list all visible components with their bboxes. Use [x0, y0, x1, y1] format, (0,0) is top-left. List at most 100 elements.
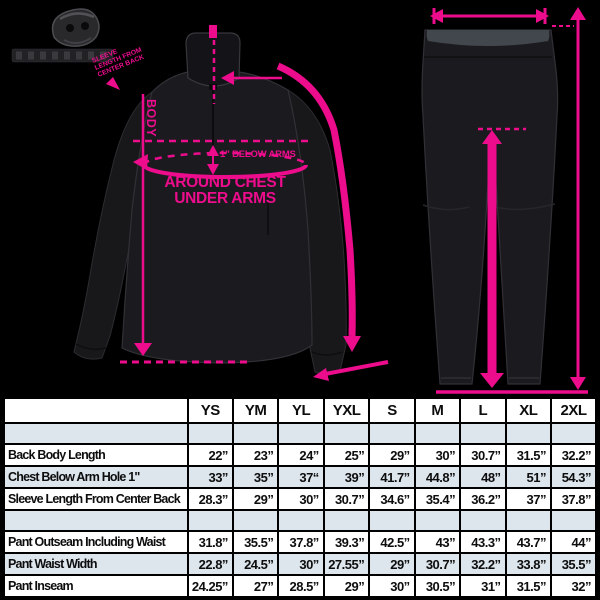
size-column-header: YL — [277, 396, 325, 424]
size-value: 35.5” — [231, 530, 280, 554]
size-value: 33” — [186, 465, 234, 489]
size-value: 32” — [550, 574, 598, 599]
size-value: 35.5” — [550, 552, 598, 576]
size-value: 35” — [231, 465, 280, 489]
outseam-arrowhead-down — [570, 377, 586, 390]
body-length-arrowhead — [134, 343, 152, 356]
size-value: 30” — [413, 443, 462, 467]
cuff-underline-arrowhead — [313, 368, 329, 381]
chest-ellipse-top-arc — [142, 151, 308, 166]
pants-annotations — [430, 7, 588, 394]
size-value: 51” — [504, 465, 553, 489]
collar-top-tick — [209, 25, 217, 38]
jacket-left-cuff — [75, 343, 107, 351]
brand-logo-icon — [51, 8, 100, 47]
table-row: Pant Waist Width 22.8” 24.5” 30” 27.55” 29” 30… — [2, 552, 598, 576]
collar-base-arrowhead — [221, 71, 234, 85]
size-value: 39” — [322, 465, 371, 489]
measurement-label: Pant Outseam Including Waist — [2, 530, 189, 554]
size-value: 43.7” — [504, 530, 553, 554]
brand-logo-wordmark — [11, 48, 114, 63]
size-value: 25” — [322, 443, 371, 467]
size-value: 22” — [186, 443, 234, 467]
spacer-cell — [550, 509, 598, 532]
size-column-header: 2XL — [550, 396, 598, 424]
size-value: 31” — [459, 574, 507, 599]
size-value: 29” — [322, 574, 371, 599]
below-arms-arrowhead-down — [207, 164, 219, 175]
spacer-cell — [322, 509, 371, 532]
spacer-row — [2, 422, 598, 445]
body-label: BODY — [144, 99, 158, 137]
measurement-diagram: SLEEVE LENGTH FROM CENTER BACK BODY 1” B… — [11, 7, 588, 394]
size-value: 22.8” — [186, 552, 234, 576]
spacer-cell — [550, 422, 598, 445]
spacer-cell — [277, 422, 325, 445]
jacket-right-cuff — [311, 351, 343, 356]
table-row: Chest Below Arm Hole 1" 33” 35” 37“ 39” 41.7”… — [2, 465, 598, 489]
pants-right-knee-seam — [494, 203, 556, 211]
size-value: 39.3” — [322, 530, 371, 554]
sleeve-stripe-arrowhead — [343, 336, 361, 352]
size-column-header: XL — [504, 396, 553, 424]
size-value: 37.8” — [550, 487, 598, 511]
table-row: Sleeve Length From Center Back 28.3” 29” 30… — [2, 487, 598, 511]
size-value: 29” — [368, 443, 416, 467]
spacer-cell — [459, 422, 507, 445]
waist-width-arrowhead-right — [536, 9, 549, 23]
measurement-label: Pant Inseam — [2, 574, 189, 599]
pants-waistband-interior — [426, 30, 550, 46]
around-chest-label-line1: AROUND CHEST — [164, 174, 286, 191]
table-row: Back Body Length 22” 23” 24” 25” 29” 30” 30.7” 3… — [2, 443, 598, 467]
jacket-image — [73, 32, 347, 375]
size-value: 23” — [231, 443, 280, 467]
spacer-cell — [2, 422, 189, 445]
size-value: 30” — [368, 574, 416, 599]
size-value: 44.8” — [413, 465, 462, 489]
size-value: 30” — [277, 487, 325, 511]
header-row: YS YM YL YXL S M L XL 2XL — [2, 396, 598, 424]
pants-left-knee-seam — [422, 204, 470, 211]
measurement-label: Back Body Length — [2, 443, 189, 467]
size-value: 27” — [231, 574, 280, 599]
size-value: 27.55” — [322, 552, 371, 576]
spacer-cell — [231, 509, 280, 532]
spacer-cell — [459, 509, 507, 532]
spacer-cell — [413, 422, 462, 445]
size-value: 43” — [413, 530, 462, 554]
size-value: 37“ — [277, 465, 325, 489]
size-value: 24” — [277, 443, 325, 467]
size-value: 32.2” — [550, 443, 598, 467]
size-value: 31.8” — [186, 530, 234, 554]
size-column-header: YXL — [322, 396, 371, 424]
size-table: YS YM YL YXL S M L XL 2XL Back Body Length 22” 23” 2… — [2, 396, 598, 599]
size-value: 36.2” — [459, 487, 507, 511]
spacer-cell — [368, 422, 416, 445]
size-value: 29” — [368, 552, 416, 576]
size-value: 30.5” — [413, 574, 462, 599]
spacer-cell — [504, 509, 553, 532]
size-value: 31.5” — [504, 574, 553, 599]
size-column-header: M — [413, 396, 462, 424]
spacer-cell — [504, 422, 553, 445]
measurement-label: Chest Below Arm Hole 1" — [2, 465, 189, 489]
size-value: 32.2” — [459, 552, 507, 576]
size-value: 42.5” — [368, 530, 416, 554]
size-value: 28.5” — [277, 574, 325, 599]
table-row: Pant Outseam Including Waist 31.8” 35.5” 37… — [2, 530, 598, 554]
spacer-cell — [231, 422, 280, 445]
spacer-cell — [322, 422, 371, 445]
size-value: 54.3” — [550, 465, 598, 489]
size-value: 43.3” — [459, 530, 507, 554]
brand-logo — [11, 8, 114, 63]
around-chest-label-line2: UNDER ARMS — [174, 190, 275, 207]
spacer-cell — [277, 509, 325, 532]
spacer-cell — [186, 509, 234, 532]
size-value: 37.8” — [277, 530, 325, 554]
inseam-arrowhead-up — [482, 130, 502, 144]
sleeve-label-arrowhead — [106, 77, 120, 90]
size-value: 24.25” — [186, 574, 234, 599]
size-column-header: L — [459, 396, 507, 424]
size-value: 24.5” — [231, 552, 280, 576]
